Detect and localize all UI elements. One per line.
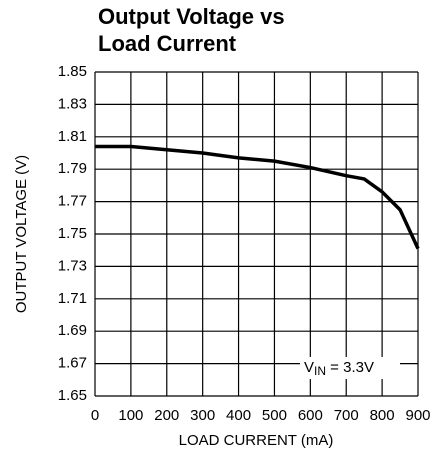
x-tick-label: 600 — [298, 407, 323, 424]
x-tick-label: 300 — [190, 407, 215, 424]
x-tick-label: 0 — [91, 407, 99, 424]
x-tick-label: 900 — [405, 407, 430, 424]
annotation-part: = 3.3V — [326, 359, 374, 376]
y-tick-label: 1.67 — [58, 355, 87, 372]
y-tick-label: 1.79 — [58, 160, 87, 177]
x-tick-label: 200 — [154, 407, 179, 424]
y-tick-label: 1.71 — [58, 290, 87, 307]
annotation-part: V — [304, 359, 314, 376]
annotation-background — [300, 357, 400, 379]
x-axis-label: LOAD CURRENT (mA) — [179, 432, 334, 449]
chart-title: Output Voltage vs — [98, 4, 285, 29]
x-tick-label: 100 — [118, 407, 143, 424]
annotation-part: IN — [314, 364, 326, 378]
y-tick-label: 1.69 — [58, 322, 87, 339]
line — [95, 144, 420, 250]
annotation: VIN = 3.3V — [304, 359, 374, 378]
y-tick-label: 1.77 — [58, 193, 87, 210]
x-tick-label: 700 — [334, 407, 359, 424]
x-tick-label: 500 — [262, 407, 287, 424]
x-tick-label: 800 — [370, 407, 395, 424]
y-axis-label: OUTPUT VOLTAGE (V) — [13, 155, 30, 313]
chart-title: Load Current — [98, 31, 237, 56]
y-tick-label: 1.73 — [58, 257, 87, 274]
y-tick-label: 1.65 — [58, 387, 87, 404]
y-tick-label: 1.85 — [58, 63, 87, 80]
y-tick-label: 1.75 — [58, 225, 87, 242]
y-tick-label: 1.81 — [58, 128, 87, 145]
x-tick-label: 400 — [226, 407, 251, 424]
y-tick-label: 1.83 — [58, 95, 87, 112]
